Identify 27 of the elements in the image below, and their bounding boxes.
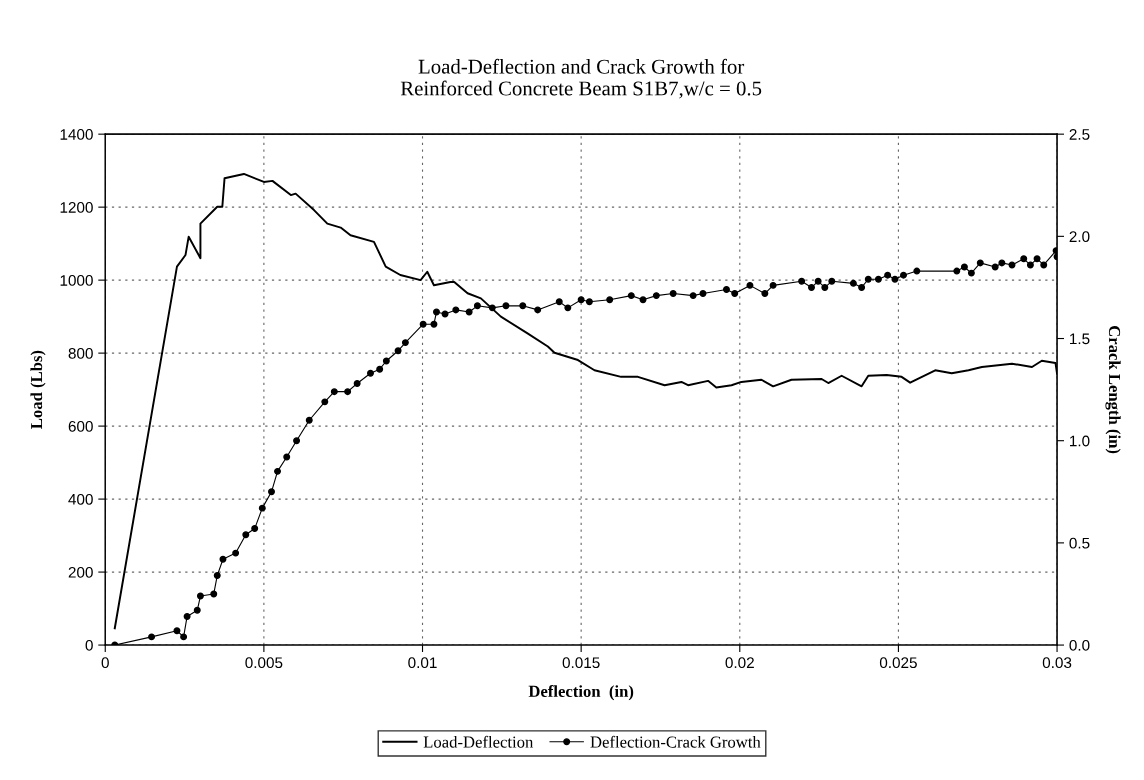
y2-tick-label: 0.0 (1069, 639, 1090, 651)
y-tick-label: 200 (68, 566, 93, 578)
y-tick-label: 0 (85, 639, 93, 651)
y-tick-label: 600 (68, 420, 93, 432)
y2-tick-label: 2.5 (1069, 129, 1090, 140)
y2-tick-label: 0.5 (1069, 537, 1090, 549)
legend-label: Load-Deflection (423, 735, 534, 748)
y-tick-label: 400 (68, 493, 93, 505)
x-tick-label: 0.005 (245, 657, 283, 669)
x-tick-label: 0 (101, 657, 109, 669)
y2-tick-label: 1.5 (1070, 333, 1090, 345)
y-tick-label: 1200 (60, 202, 93, 213)
y-tick-label: 1000 (60, 275, 93, 286)
x-tick-label: 0.03 (1042, 657, 1072, 669)
x-axis-title: Deflection (in) (528, 685, 634, 701)
x-tick-label: 0.02 (725, 657, 754, 669)
y-tick-label: 800 (68, 347, 93, 359)
legend-label: Deflection-Crack Growth (590, 735, 761, 748)
y-tick-label: 1400 (60, 129, 93, 140)
x-tick-label: 0.015 (562, 657, 600, 669)
x-tick-label: 0.01 (408, 657, 437, 669)
chart-title: Load-Deflection and Crack Growth for Reinforced Concrete Beam S1B7,w/c = 0.5 (400, 58, 762, 99)
y2-axis-title: Crack Length (in) (1105, 326, 1121, 454)
y2-tick-label: 1.0 (1070, 435, 1090, 447)
y-axis-title: Load (Lbs) (30, 350, 46, 429)
y2-tick-label: 2.0 (1069, 231, 1090, 243)
x-tick-label: 0.025 (879, 657, 917, 669)
